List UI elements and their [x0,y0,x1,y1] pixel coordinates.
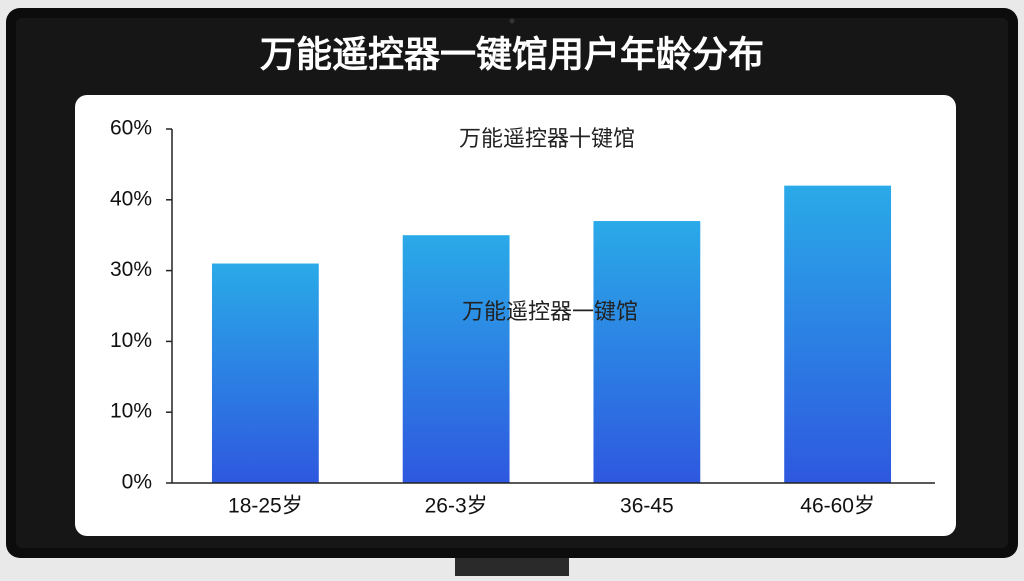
chart-title: 万能遥控器一键馆用户年龄分布 [260,34,764,75]
y-tick-label: 0% [122,471,152,494]
x-tick-label: 26-3岁 [425,495,488,518]
y-tick-label: 10% [110,329,152,352]
y-tick-label: 10% [110,400,152,423]
x-tick-label: 36-45 [620,495,674,518]
bar [784,185,892,483]
bar [211,263,319,483]
y-tick-label: 40% [110,187,152,210]
bar [402,235,510,483]
plot: 0% 10% 10% 30% 40% 60% 18-25岁 26-3岁 36-45 46-60岁 [110,117,935,518]
y-tick-label: 60% [110,117,152,140]
annotation: 万能遥控器十键馆 [459,126,635,151]
camera [509,18,515,24]
bar [593,221,701,484]
x-tick-label: 46-60岁 [800,495,875,518]
y-tick-label: 30% [110,258,152,281]
x-tick-label: 18-25岁 [228,495,303,518]
annotation: 万能遥控器一键馆 [462,299,638,324]
